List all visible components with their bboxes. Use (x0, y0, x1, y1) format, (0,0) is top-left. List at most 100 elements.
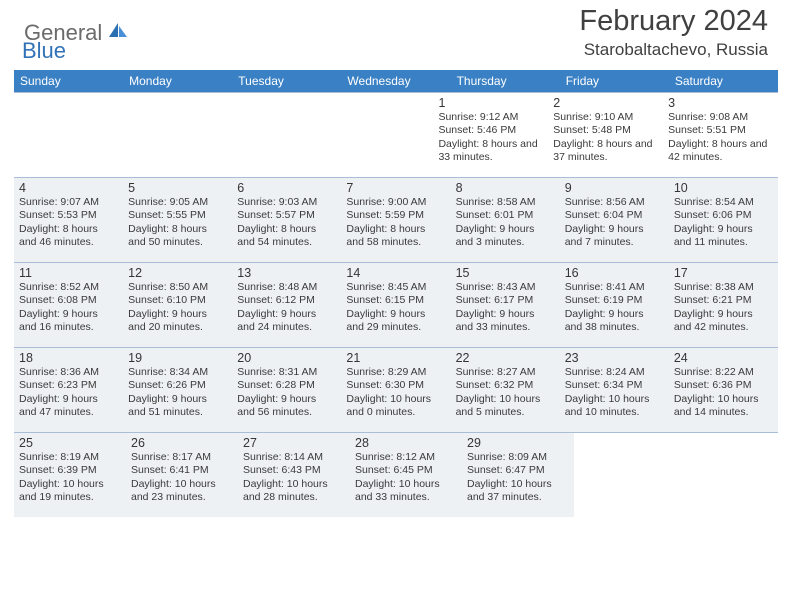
header: General February 2024 Starobaltachevo, R… (0, 0, 792, 64)
day-number: 1 (438, 96, 543, 110)
day-number: 5 (128, 181, 227, 195)
day-cell-29: 29Sunrise: 8:09 AMSunset: 6:47 PMDayligh… (462, 433, 574, 517)
day-info: Sunrise: 8:14 AMSunset: 6:43 PMDaylight:… (243, 451, 345, 505)
empty-cell (676, 433, 778, 517)
day-number: 3 (668, 96, 773, 110)
day-number: 28 (355, 436, 457, 450)
day-info: Sunrise: 9:07 AMSunset: 5:53 PMDaylight:… (19, 196, 118, 250)
day-number: 14 (346, 266, 445, 280)
day-info: Sunrise: 8:29 AMSunset: 6:30 PMDaylight:… (346, 366, 445, 420)
day-info: Sunrise: 8:50 AMSunset: 6:10 PMDaylight:… (128, 281, 227, 335)
day-cell-7: 7Sunrise: 9:00 AMSunset: 5:59 PMDaylight… (341, 178, 450, 262)
day-cell-8: 8Sunrise: 8:58 AMSunset: 6:01 PMDaylight… (451, 178, 560, 262)
empty-cell (14, 93, 119, 177)
day-cell-28: 28Sunrise: 8:12 AMSunset: 6:45 PMDayligh… (350, 433, 462, 517)
day-info: Sunrise: 8:45 AMSunset: 6:15 PMDaylight:… (346, 281, 445, 335)
day-info: Sunrise: 9:00 AMSunset: 5:59 PMDaylight:… (346, 196, 445, 250)
day-cell-23: 23Sunrise: 8:24 AMSunset: 6:34 PMDayligh… (560, 348, 669, 432)
empty-cell (329, 93, 434, 177)
day-info: Sunrise: 8:19 AMSunset: 6:39 PMDaylight:… (19, 451, 121, 505)
day-info: Sunrise: 8:09 AMSunset: 6:47 PMDaylight:… (467, 451, 569, 505)
day-info: Sunrise: 8:52 AMSunset: 6:08 PMDaylight:… (19, 281, 118, 335)
day-header-sunday: Sunday (14, 70, 123, 92)
day-info: Sunrise: 8:38 AMSunset: 6:21 PMDaylight:… (674, 281, 773, 335)
day-cell-12: 12Sunrise: 8:50 AMSunset: 6:10 PMDayligh… (123, 263, 232, 347)
day-cell-3: 3Sunrise: 9:08 AMSunset: 5:51 PMDaylight… (663, 93, 778, 177)
day-number: 24 (674, 351, 773, 365)
empty-cell (119, 93, 224, 177)
day-cell-15: 15Sunrise: 8:43 AMSunset: 6:17 PMDayligh… (451, 263, 560, 347)
empty-cell (224, 93, 329, 177)
day-number: 17 (674, 266, 773, 280)
day-info: Sunrise: 9:10 AMSunset: 5:48 PMDaylight:… (553, 111, 658, 165)
logo-blue: Blue (22, 38, 66, 63)
day-cell-17: 17Sunrise: 8:38 AMSunset: 6:21 PMDayligh… (669, 263, 778, 347)
day-cell-13: 13Sunrise: 8:48 AMSunset: 6:12 PMDayligh… (232, 263, 341, 347)
day-cell-24: 24Sunrise: 8:22 AMSunset: 6:36 PMDayligh… (669, 348, 778, 432)
title-block: February 2024 Starobaltachevo, Russia (579, 6, 768, 60)
day-header-row: SundayMondayTuesdayWednesdayThursdayFrid… (14, 70, 778, 92)
day-number: 6 (237, 181, 336, 195)
day-header-friday: Friday (560, 70, 669, 92)
day-number: 10 (674, 181, 773, 195)
week-row: 1Sunrise: 9:12 AMSunset: 5:46 PMDaylight… (14, 92, 778, 177)
sail-icon (107, 21, 129, 39)
day-cell-16: 16Sunrise: 8:41 AMSunset: 6:19 PMDayligh… (560, 263, 669, 347)
day-cell-9: 9Sunrise: 8:56 AMSunset: 6:04 PMDaylight… (560, 178, 669, 262)
day-info: Sunrise: 8:36 AMSunset: 6:23 PMDaylight:… (19, 366, 118, 420)
day-info: Sunrise: 8:43 AMSunset: 6:17 PMDaylight:… (456, 281, 555, 335)
day-info: Sunrise: 8:56 AMSunset: 6:04 PMDaylight:… (565, 196, 664, 250)
day-cell-20: 20Sunrise: 8:31 AMSunset: 6:28 PMDayligh… (232, 348, 341, 432)
day-number: 27 (243, 436, 345, 450)
day-number: 19 (128, 351, 227, 365)
day-cell-27: 27Sunrise: 8:14 AMSunset: 6:43 PMDayligh… (238, 433, 350, 517)
day-number: 4 (19, 181, 118, 195)
day-header-monday: Monday (123, 70, 232, 92)
day-number: 7 (346, 181, 445, 195)
day-cell-18: 18Sunrise: 8:36 AMSunset: 6:23 PMDayligh… (14, 348, 123, 432)
day-number: 12 (128, 266, 227, 280)
day-cell-1: 1Sunrise: 9:12 AMSunset: 5:46 PMDaylight… (433, 93, 548, 177)
day-number: 22 (456, 351, 555, 365)
day-info: Sunrise: 8:22 AMSunset: 6:36 PMDaylight:… (674, 366, 773, 420)
day-cell-22: 22Sunrise: 8:27 AMSunset: 6:32 PMDayligh… (451, 348, 560, 432)
location-subtitle: Starobaltachevo, Russia (579, 40, 768, 60)
day-cell-21: 21Sunrise: 8:29 AMSunset: 6:30 PMDayligh… (341, 348, 450, 432)
day-number: 29 (467, 436, 569, 450)
day-header-wednesday: Wednesday (341, 70, 450, 92)
day-info: Sunrise: 8:41 AMSunset: 6:19 PMDaylight:… (565, 281, 664, 335)
day-info: Sunrise: 9:08 AMSunset: 5:51 PMDaylight:… (668, 111, 773, 165)
day-info: Sunrise: 8:31 AMSunset: 6:28 PMDaylight:… (237, 366, 336, 420)
week-row: 11Sunrise: 8:52 AMSunset: 6:08 PMDayligh… (14, 262, 778, 347)
day-cell-4: 4Sunrise: 9:07 AMSunset: 5:53 PMDaylight… (14, 178, 123, 262)
day-info: Sunrise: 9:03 AMSunset: 5:57 PMDaylight:… (237, 196, 336, 250)
day-number: 15 (456, 266, 555, 280)
day-info: Sunrise: 8:17 AMSunset: 6:41 PMDaylight:… (131, 451, 233, 505)
day-number: 18 (19, 351, 118, 365)
day-number: 9 (565, 181, 664, 195)
day-cell-25: 25Sunrise: 8:19 AMSunset: 6:39 PMDayligh… (14, 433, 126, 517)
day-cell-2: 2Sunrise: 9:10 AMSunset: 5:48 PMDaylight… (548, 93, 663, 177)
logo-blue-wrap: Blue (24, 38, 66, 64)
day-cell-14: 14Sunrise: 8:45 AMSunset: 6:15 PMDayligh… (341, 263, 450, 347)
day-info: Sunrise: 9:12 AMSunset: 5:46 PMDaylight:… (438, 111, 543, 165)
day-number: 20 (237, 351, 336, 365)
day-info: Sunrise: 8:12 AMSunset: 6:45 PMDaylight:… (355, 451, 457, 505)
day-header-thursday: Thursday (451, 70, 560, 92)
day-number: 23 (565, 351, 664, 365)
day-number: 11 (19, 266, 118, 280)
week-row: 4Sunrise: 9:07 AMSunset: 5:53 PMDaylight… (14, 177, 778, 262)
weeks-container: 1Sunrise: 9:12 AMSunset: 5:46 PMDaylight… (14, 92, 778, 517)
day-number: 8 (456, 181, 555, 195)
day-cell-6: 6Sunrise: 9:03 AMSunset: 5:57 PMDaylight… (232, 178, 341, 262)
day-number: 26 (131, 436, 233, 450)
day-header-tuesday: Tuesday (232, 70, 341, 92)
day-number: 2 (553, 96, 658, 110)
day-cell-11: 11Sunrise: 8:52 AMSunset: 6:08 PMDayligh… (14, 263, 123, 347)
day-cell-10: 10Sunrise: 8:54 AMSunset: 6:06 PMDayligh… (669, 178, 778, 262)
day-number: 25 (19, 436, 121, 450)
day-cell-26: 26Sunrise: 8:17 AMSunset: 6:41 PMDayligh… (126, 433, 238, 517)
day-info: Sunrise: 8:48 AMSunset: 6:12 PMDaylight:… (237, 281, 336, 335)
empty-cell (574, 433, 676, 517)
calendar-container: SundayMondayTuesdayWednesdayThursdayFrid… (0, 64, 792, 517)
